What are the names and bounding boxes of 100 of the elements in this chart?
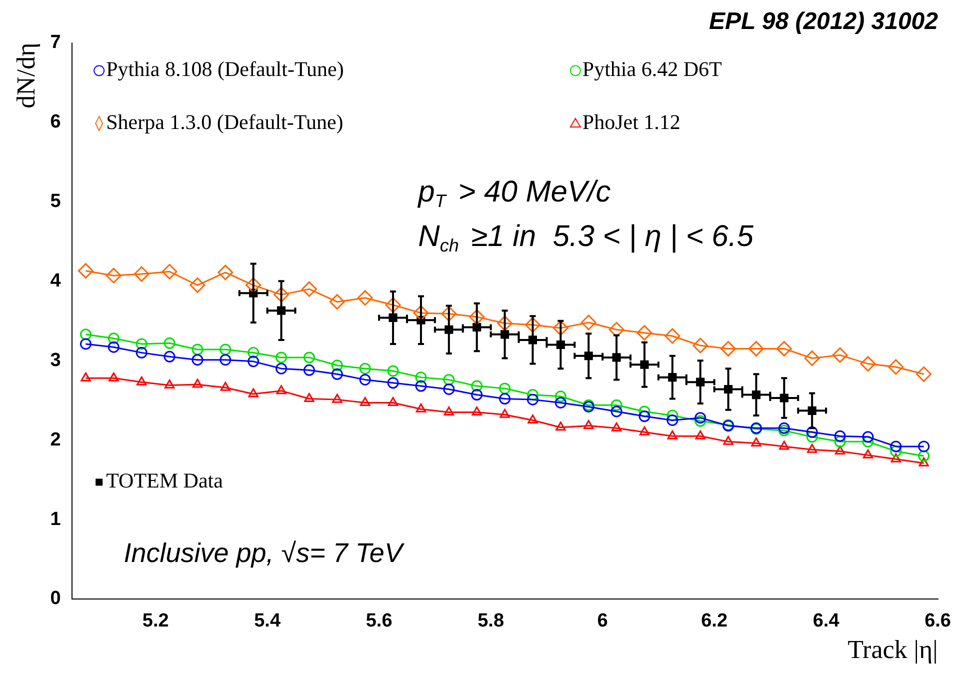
- legend-label: Sherpa 1.3.0 (Default-Tune): [106, 110, 344, 134]
- legend-label: Pythia 6.42 D6T: [582, 57, 722, 82]
- point: [862, 431, 874, 443]
- point: [441, 306, 457, 322]
- point: [136, 376, 147, 386]
- y-tick-label: 6: [50, 111, 61, 132]
- point: [666, 414, 678, 426]
- x-axis-title: Track |η|: [848, 635, 938, 664]
- point: [918, 457, 929, 466]
- annotation: Inclusive pp, √s= 7 TeV: [124, 538, 406, 568]
- point: [248, 388, 258, 398]
- point: [220, 382, 230, 391]
- point: [860, 356, 876, 372]
- point: [359, 362, 371, 374]
- point: [472, 406, 482, 416]
- point: [667, 430, 678, 440]
- point: [190, 277, 206, 293]
- point: [471, 389, 483, 401]
- y-tick-label: 2: [50, 429, 61, 450]
- point: [664, 328, 680, 344]
- point: [916, 366, 932, 382]
- point: [639, 426, 650, 436]
- point: [610, 399, 622, 411]
- point: [413, 305, 429, 321]
- x-tick-label: 5.6: [366, 610, 392, 632]
- y-tick-label: 0: [50, 588, 61, 610]
- point: [778, 422, 790, 434]
- point: [666, 410, 678, 422]
- point: [608, 322, 624, 338]
- point: [444, 406, 454, 416]
- chart-title: EPL 98 (2012) 31002: [708, 8, 939, 36]
- point: [192, 378, 203, 388]
- point: [834, 436, 846, 448]
- y-tick-label: 5: [50, 190, 62, 212]
- x-tick-label: 6.6: [924, 610, 952, 632]
- point: [890, 440, 902, 452]
- point: [331, 368, 343, 380]
- x-tick-label: 6: [597, 610, 608, 632]
- point: [162, 264, 178, 280]
- point: [360, 396, 370, 406]
- point: [332, 394, 342, 403]
- point: [220, 344, 232, 356]
- point: [301, 281, 317, 297]
- point: [108, 332, 120, 344]
- point: [720, 340, 736, 356]
- y-tick-label: 7: [50, 32, 61, 54]
- x-tick-label: 5.2: [142, 610, 169, 632]
- point: [807, 444, 818, 453]
- point: [694, 412, 706, 424]
- point: [108, 341, 120, 353]
- y-tick-label: 3: [50, 350, 61, 371]
- point: [416, 403, 426, 412]
- x-tick-label: 5.8: [478, 610, 504, 632]
- point: [164, 337, 176, 349]
- point: [556, 422, 566, 431]
- y-axis-title: dN/dη: [11, 42, 40, 108]
- point: [164, 350, 176, 362]
- legend-label: PhoJet 1.12: [582, 110, 680, 134]
- point: [918, 450, 930, 462]
- point: [526, 394, 538, 406]
- y-tick-label: 1: [50, 508, 62, 530]
- point: [80, 372, 91, 382]
- point: [80, 338, 92, 350]
- point: [443, 383, 455, 395]
- point: [136, 338, 148, 350]
- x-tick-label: 6.4: [812, 610, 840, 632]
- point: [108, 372, 119, 382]
- point: [888, 359, 904, 375]
- point: [806, 426, 818, 438]
- x-tick-label: 6.2: [701, 610, 728, 632]
- point: [834, 445, 846, 454]
- point: [276, 385, 286, 394]
- point: [303, 364, 315, 376]
- point: [164, 380, 175, 389]
- point: [499, 393, 511, 405]
- point: [276, 352, 288, 364]
- point: [694, 415, 706, 427]
- point: [274, 286, 290, 302]
- point: [80, 328, 92, 340]
- point: [526, 389, 538, 401]
- point: [862, 449, 874, 458]
- point: [388, 396, 398, 406]
- point: [136, 346, 148, 358]
- point: [415, 372, 427, 384]
- point: [552, 320, 568, 336]
- point: [524, 317, 540, 333]
- point: [779, 440, 790, 450]
- point: [276, 362, 288, 374]
- point: [331, 360, 343, 372]
- point: [748, 340, 764, 356]
- point: [469, 309, 485, 325]
- point: [638, 406, 650, 418]
- point: [192, 354, 204, 366]
- x-tick-label: 5.4: [254, 610, 281, 632]
- point: [359, 374, 371, 386]
- point: [778, 424, 790, 436]
- point: [303, 352, 315, 364]
- point: [78, 263, 94, 279]
- point: [723, 436, 734, 445]
- point: [610, 406, 622, 418]
